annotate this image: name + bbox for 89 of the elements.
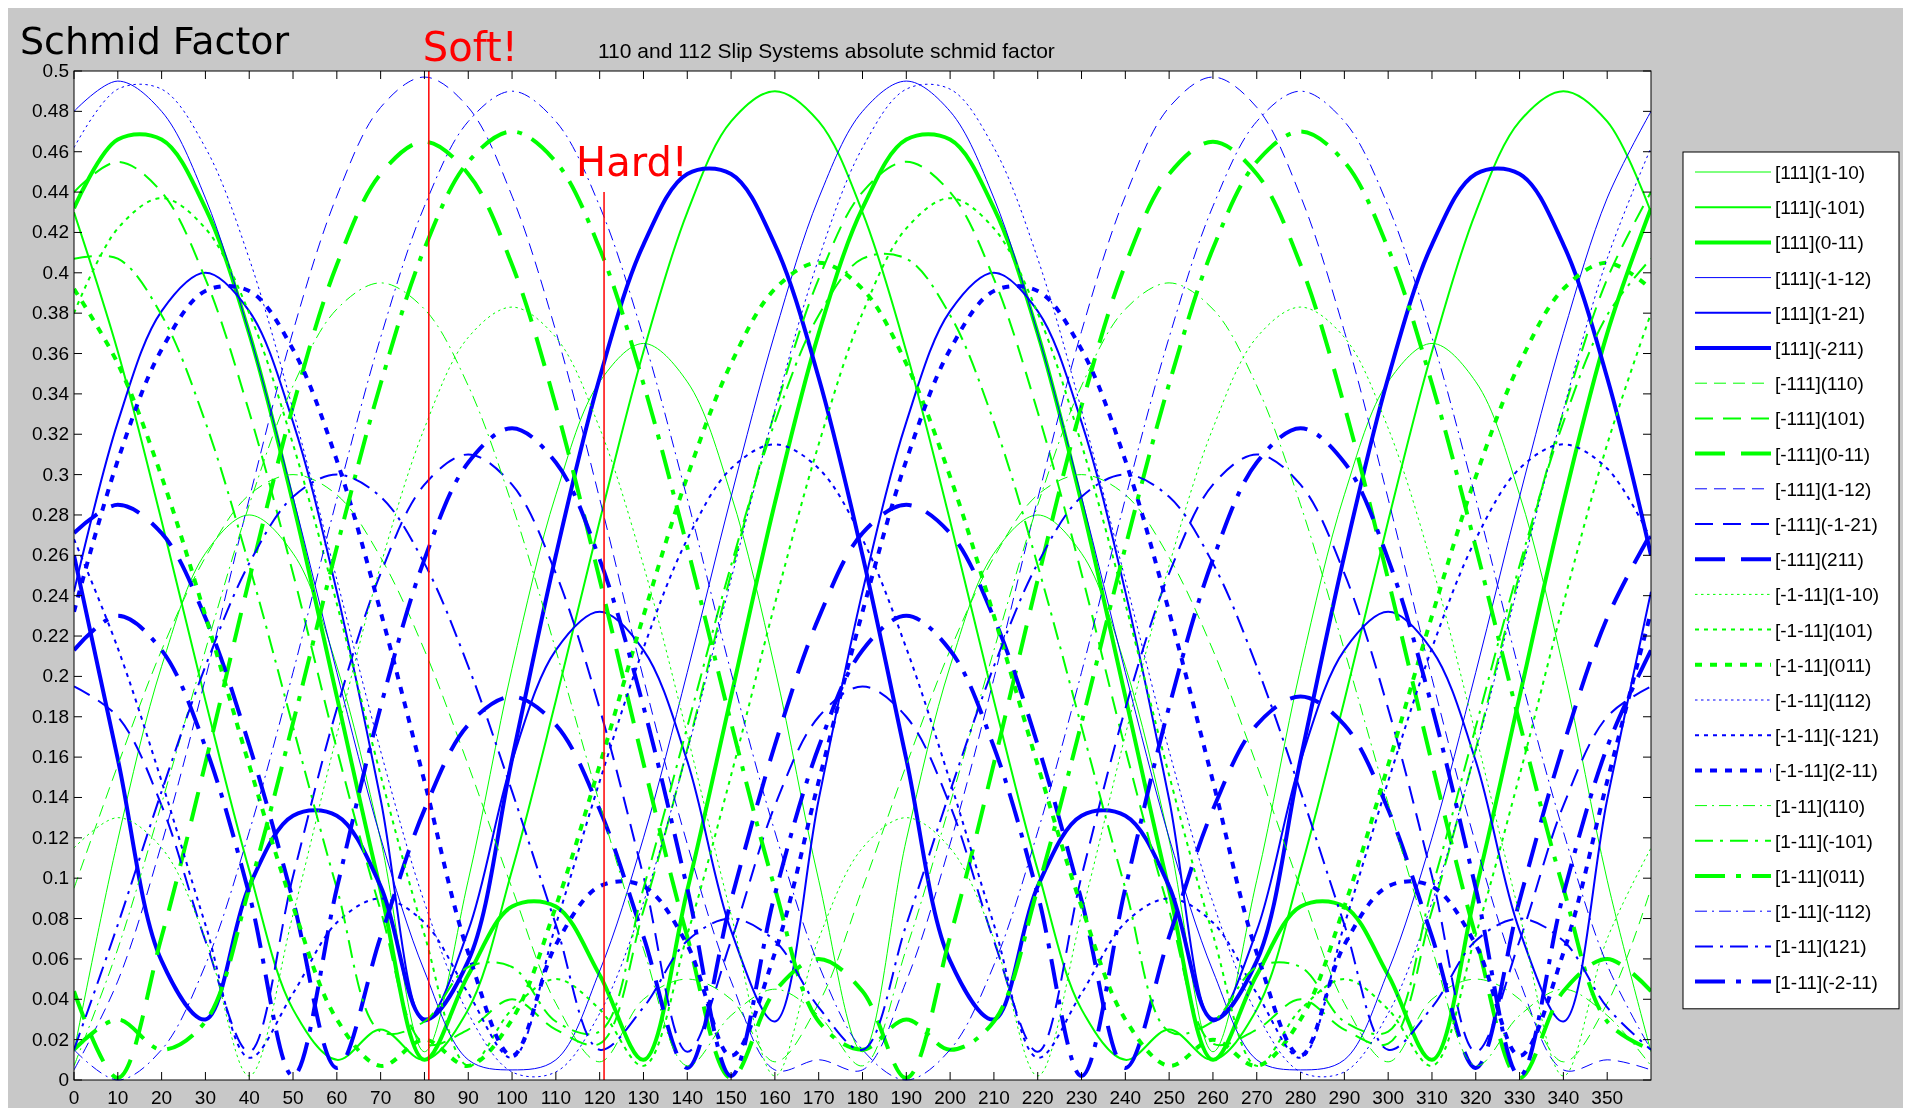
x-tick-label: 260 (1197, 1087, 1229, 1108)
x-tick-label: 100 (496, 1087, 528, 1108)
legend-label: [-111](-1-21) (1775, 514, 1878, 535)
x-tick-label: 310 (1416, 1087, 1448, 1108)
y-tick-label: 0.28 (32, 503, 69, 525)
x-tick-label: 150 (715, 1087, 747, 1108)
x-tick-label: 250 (1153, 1087, 1185, 1108)
x-tick-label: 40 (238, 1087, 260, 1108)
x-tick-label: 120 (583, 1087, 616, 1108)
x-tick-label: 110 (540, 1087, 572, 1108)
y-tick-label: 0.36 (32, 342, 69, 364)
y-tick-label: 0.26 (32, 544, 69, 566)
y-tick-label: 0.38 (32, 302, 69, 324)
x-tick-label: 20 (151, 1087, 173, 1108)
legend-label: [-111](101) (1775, 408, 1866, 430)
legend-label: [1-11](011) (1775, 866, 1866, 887)
legend-label: [1-11](-101) (1775, 830, 1873, 852)
legend-label: [-111](0-11) (1775, 443, 1871, 465)
x-tick-label: 210 (978, 1087, 1010, 1108)
x-tick-label: 270 (1240, 1087, 1273, 1108)
y-tick-label: 0.44 (32, 181, 70, 203)
legend-label: [1-11](121) (1775, 936, 1867, 958)
x-tick-label: 90 (457, 1087, 479, 1108)
y-tick-label: 0.46 (32, 140, 69, 162)
y-tick-label: 0.14 (32, 786, 70, 808)
y-tick-label: 0.4 (42, 261, 70, 283)
legend-label: [-1-11](1-10) (1775, 584, 1880, 606)
x-tick-label: 50 (282, 1087, 304, 1108)
y-tick-label: 0.16 (32, 746, 69, 768)
y-tick-label: 0.02 (32, 1028, 69, 1050)
legend-label: [1-11](-2-11) (1775, 971, 1878, 993)
y-tick-label: 0.2 (42, 665, 69, 687)
ref-line-label: Soft! (422, 24, 518, 70)
x-tick-label: 330 (1503, 1087, 1536, 1108)
legend-label: [-1-11](112) (1775, 690, 1872, 711)
x-tick-label: 130 (627, 1087, 660, 1108)
y-tick-label: 0.48 (32, 100, 69, 122)
x-tick-label: 180 (846, 1087, 879, 1108)
x-tick-label: 320 (1459, 1087, 1492, 1108)
x-tick-label: 200 (934, 1087, 966, 1108)
ref-line-label: Hard! (576, 139, 688, 186)
legend-label: [-111](1-12) (1775, 478, 1872, 500)
y-tick-label: 0.06 (32, 947, 69, 969)
legend-label: [-1-11](101) (1775, 619, 1873, 641)
legend-label: [111](0-11) (1775, 232, 1864, 254)
legend-label: [111](1-21) (1775, 302, 1866, 324)
legend-label: [111](-101) (1775, 197, 1866, 219)
legend-label: [111](-211) (1775, 338, 1864, 359)
y-tick-label: 0.12 (32, 826, 69, 848)
legend-label: [111](1-10) (1775, 162, 1866, 183)
y-tick-label: 0 (58, 1069, 69, 1090)
y-tick-label: 0.3 (42, 463, 69, 485)
x-tick-label: 160 (759, 1087, 791, 1108)
x-tick-label: 240 (1109, 1087, 1142, 1108)
y-tick-label: 0.08 (32, 907, 69, 929)
legend-label: [-111](211) (1775, 549, 1864, 571)
x-tick-label: 290 (1328, 1087, 1361, 1108)
legend-label: [1-11](-112) (1775, 901, 1872, 923)
y-tick-label: 0.1 (42, 867, 69, 889)
x-tick-label: 300 (1372, 1087, 1405, 1108)
y-tick-label: 0.04 (32, 988, 70, 1010)
chart-title: 110 and 112 Slip Systems absolute schmid factor (598, 39, 1055, 62)
x-tick-label: 280 (1284, 1087, 1317, 1108)
y-tick-label: 0.18 (32, 705, 69, 727)
x-tick-label: 10 (107, 1087, 129, 1108)
x-tick-label: 350 (1591, 1087, 1624, 1108)
y-axis-title: Schmid Factor (20, 19, 290, 63)
legend-label: [-111](110) (1775, 373, 1864, 395)
x-tick-label: 30 (194, 1087, 216, 1108)
y-tick-label: 0.32 (32, 423, 69, 445)
x-tick-label: 70 (370, 1087, 392, 1108)
x-tick-label: 220 (1021, 1087, 1054, 1108)
legend-label: [-1-11](2-11) (1775, 760, 1878, 782)
x-tick-label: 190 (890, 1087, 923, 1108)
y-tick-label: 0.34 (32, 382, 70, 404)
y-tick-label: 0.42 (32, 221, 69, 243)
legend-label: [-1-11](-121) (1775, 725, 1880, 747)
x-tick-label: 80 (413, 1087, 436, 1108)
legend-label: [1-11](110) (1775, 795, 1866, 817)
legend-label: [-1-11](011) (1775, 654, 1872, 676)
x-tick-label: 140 (671, 1087, 704, 1108)
y-tick-label: 0.24 (32, 584, 70, 606)
x-tick-label: 340 (1547, 1087, 1580, 1108)
y-tick-label: 0.5 (42, 60, 69, 81)
x-tick-label: 170 (802, 1087, 835, 1108)
x-tick-label: 230 (1065, 1087, 1098, 1108)
y-tick-label: 0.22 (32, 625, 69, 647)
x-tick-label: 60 (326, 1087, 348, 1108)
legend-label: [111](-1-12) (1775, 267, 1872, 289)
